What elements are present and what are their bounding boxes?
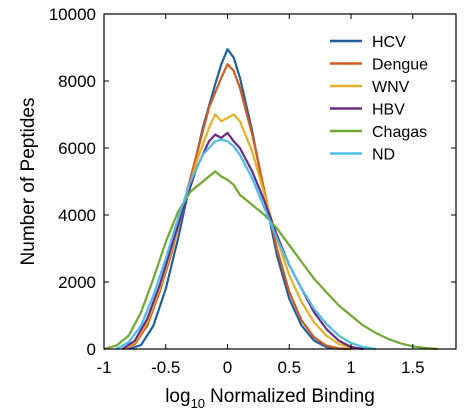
series-line-nd [115, 138, 376, 351]
x-axis-title-base: log [165, 386, 190, 407]
y-tick-label: 2000 [58, 273, 96, 292]
legend-label-hcv: HCV [372, 34, 406, 51]
series-line-hbv [121, 131, 364, 351]
x-tick-label: 0 [223, 358, 232, 377]
x-tick-label: -1 [96, 358, 111, 377]
x-tick-label: -0.5 [151, 358, 180, 377]
legend: HCV Dengue WNV HBV Chagas ND [330, 34, 428, 164]
y-tick-label: 6000 [58, 139, 96, 158]
legend-label-hbv: HBV [372, 102, 405, 119]
x-tick-label: 1.5 [401, 358, 425, 377]
y-tick-label: 10000 [49, 5, 96, 24]
series-layer [103, 48, 438, 351]
y-tick-label: 0 [87, 340, 96, 359]
y-tick-label: 8000 [58, 72, 96, 91]
x-tick-label: 0.5 [277, 358, 301, 377]
y-tick-label: 4000 [58, 206, 96, 225]
legend-label-wnv: WNV [372, 79, 410, 96]
series-line-chagas [103, 170, 438, 351]
x-axis-title-rest: Normalized Binding [210, 386, 375, 407]
y-axis-title: Number of Peptides [18, 98, 39, 266]
series-line-hcv [128, 48, 352, 351]
x-tick-label: 1 [346, 358, 355, 377]
legend-label-dengue: Dengue [372, 57, 428, 74]
x-axis-title-subscript: 10 [191, 396, 205, 411]
tick-layer: -1 -0.5 0 0.5 1 1.5 0 2000 4000 6000 8000 10000 [49, 5, 456, 377]
legend-label-chagas: Chagas [372, 124, 427, 141]
legend-label-nd: ND [372, 147, 395, 164]
x-axis-title: log10 Normalized Binding [165, 386, 375, 411]
plot-frame [103, 13, 457, 350]
